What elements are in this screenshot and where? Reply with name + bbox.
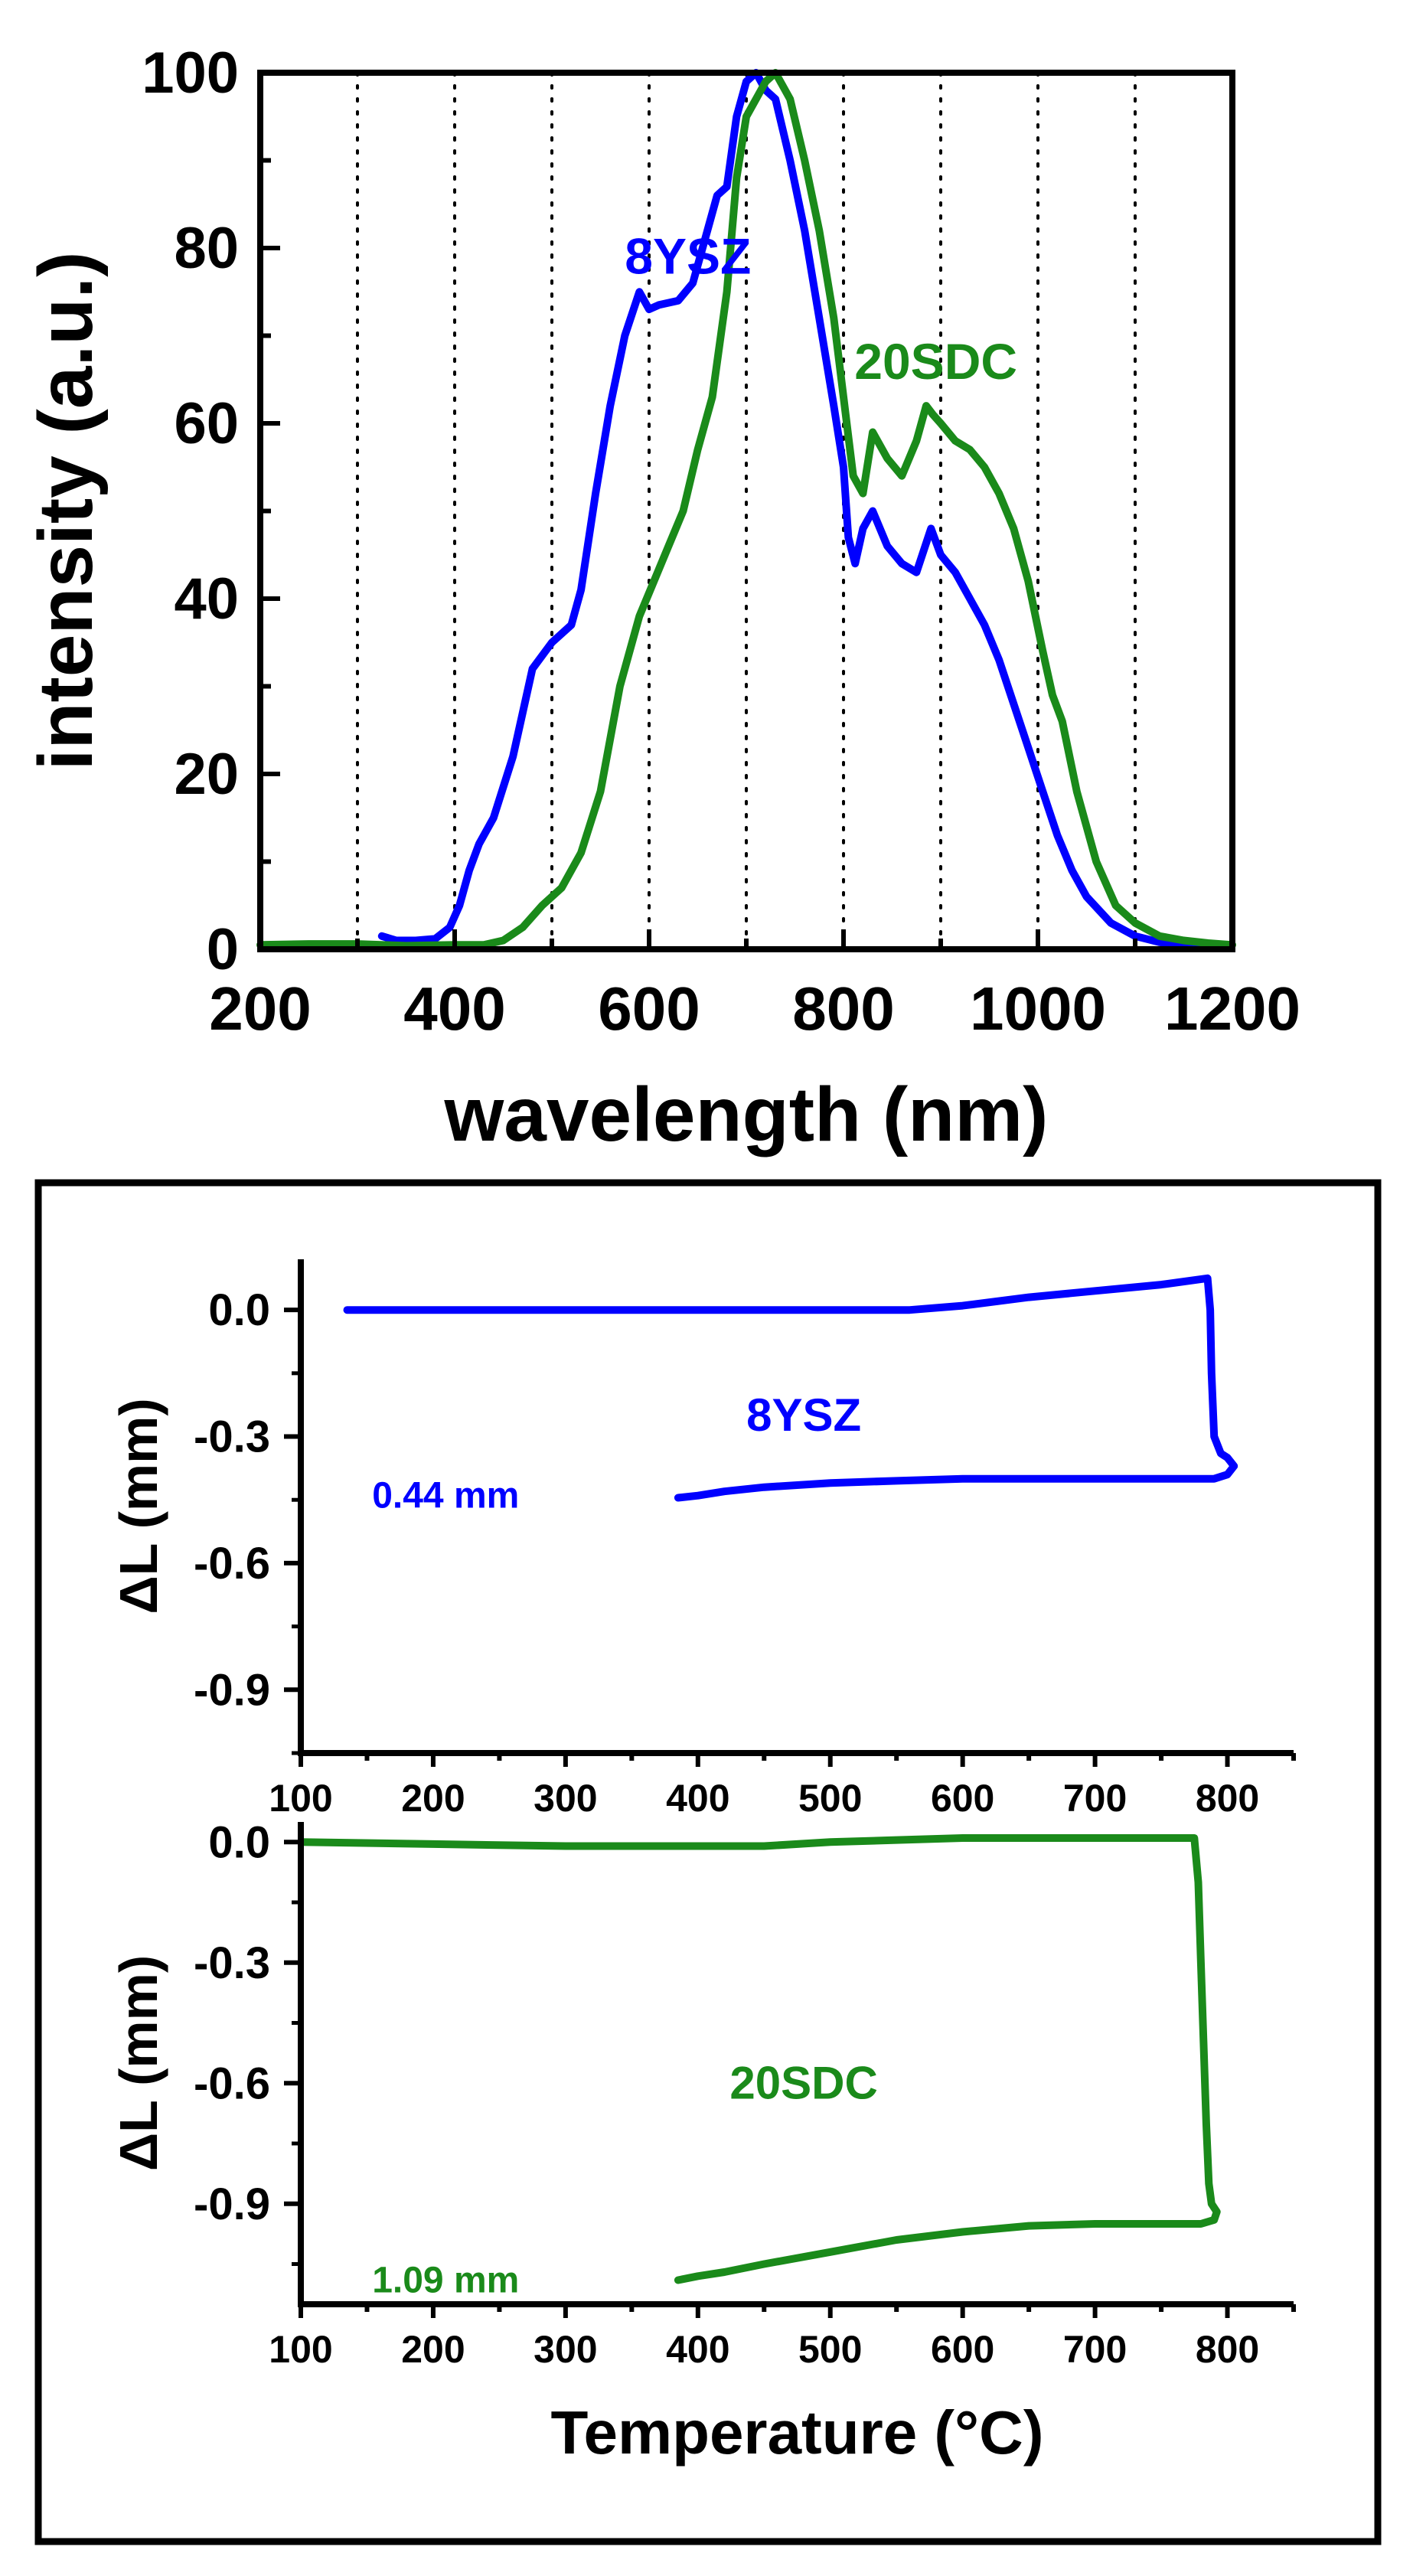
y-tick-label: 100 [142,41,239,106]
x-tick-label: 500 [798,1777,862,1820]
x-tick-label: 800 [792,975,894,1043]
y-tick-label: -0.6 [194,1539,270,1588]
x-tick-label: 200 [401,1777,465,1820]
y-axis-label: ΔL (mm) [109,1955,168,2171]
y-tick-label: 80 [174,216,239,281]
x-tick-label: 300 [534,1777,597,1820]
x-tick-label: 800 [1196,1777,1259,1820]
series-line-20sdc [297,1834,1221,2284]
y-tick-label: 60 [174,391,239,456]
series-line-8ysz [377,69,1212,949]
y-tick-label: -0.9 [194,1665,270,1715]
y-tick-label: -0.6 [194,2059,270,2108]
y-tick-label: -0.9 [194,2179,270,2229]
x-axis-label: wavelength (nm) [444,1072,1049,1157]
y-axis-label: intensity (a.u.) [23,252,109,771]
series-line-8ysz [343,1274,1238,1502]
x-tick-label: 400 [666,2328,729,2371]
x-tick-label: 1200 [1164,975,1300,1043]
shrinkage-annotation: 1.09 mm [372,2261,519,2301]
x-tick-label: 100 [269,2328,332,2371]
shrinkage-annotation: 0.44 mm [372,1476,519,1517]
x-tick-label: 800 [1196,2328,1259,2371]
x-tick-label: 200 [401,2328,465,2371]
y-tick-label: 20 [174,742,239,807]
series-line-20sdc [256,69,1236,950]
x-tick-label: 600 [598,975,700,1043]
spectrum-chart: 0 20 40 60 80 100 200 400 600 800 1000 1200 waveleng… [23,41,1300,1157]
x-tick-label: 100 [269,1777,332,1820]
x-tick-label: 1000 [970,975,1106,1043]
x-tick-label: 600 [931,2328,994,2371]
x-axis-label: Temperature (°C) [551,2398,1044,2467]
y-tick-label: 40 [174,566,239,632]
y-tick-label: -0.3 [194,1938,270,1988]
x-tick-label: 400 [666,1777,729,1820]
y-tick-label: 0.0 [208,1285,270,1335]
series-annotation: 20SDC [854,333,1017,390]
x-tick-label: 400 [403,975,505,1043]
y-tick-label: -0.3 [194,1412,270,1462]
dilatometry-panel-frame [34,1179,1382,2545]
x-tick-label: 500 [798,2328,862,2371]
y-axis-label: ΔL (mm) [109,1398,168,1614]
series-annotation: 8YSZ [625,227,751,284]
x-tick-label: 700 [1063,1777,1127,1820]
x-tick-label: 700 [1063,2328,1127,2371]
dilatometry-chart-8ysz: 0.0 -0.3 -0.6 -0.9 100 200 300 400 500 600 700 800 Δ… [109,1259,1296,1820]
series-annotation: 8YSZ [746,1389,861,1441]
x-tick-label: 200 [209,975,311,1043]
x-tick-label: 600 [931,1777,994,1820]
y-tick-label: 0 [207,917,239,982]
dilatometry-chart-20sdc: 0.0 -0.3 -0.6 -0.9 100 200 300 400 500 600 700 800 Δ… [109,1817,1296,2371]
x-tick-label: 300 [534,2328,597,2371]
series-annotation: 20SDC [729,2057,877,2108]
y-tick-label: 0.0 [208,1817,270,1867]
